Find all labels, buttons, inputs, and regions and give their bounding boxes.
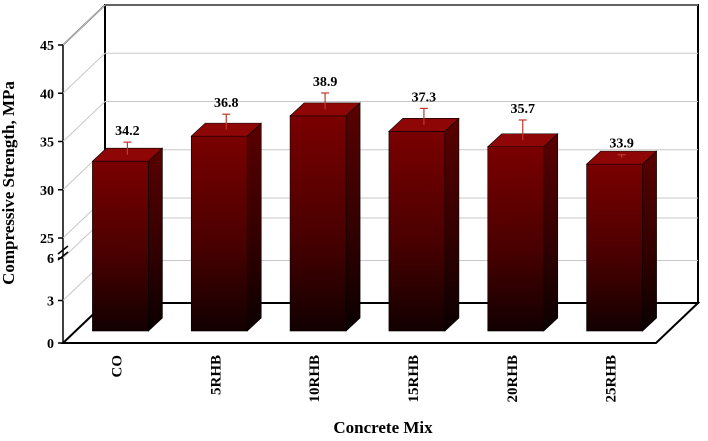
- bar-side: [444, 117, 460, 332]
- y-tick-label: 0: [47, 337, 54, 352]
- y-tick-label: 3: [47, 295, 54, 310]
- bar-15RHB: 37.3: [388, 90, 460, 332]
- gridline-side: [62, 52, 106, 94]
- data-label: 36.8: [214, 96, 239, 111]
- bar-side: [642, 150, 657, 332]
- y-tick-label: 6: [47, 252, 54, 267]
- data-label: 38.9: [313, 75, 338, 90]
- x-tick-label: 10RHB: [307, 355, 323, 403]
- bar: [289, 115, 347, 332]
- bar: [190, 135, 248, 332]
- bar-CO: 34.2: [91, 124, 164, 332]
- y-axis-title: Compressive Strength, MPa: [0, 81, 18, 285]
- y-tick-label: 30: [40, 184, 54, 199]
- bar: [487, 146, 545, 332]
- x-tick-label: 5RHB: [208, 355, 224, 395]
- bar-side: [246, 122, 262, 332]
- bar-10RHB: 38.9: [289, 75, 361, 332]
- bar-side: [345, 102, 361, 332]
- gridline-side: [62, 101, 106, 142]
- x-tick-label: 20RHB: [505, 355, 521, 403]
- x-tick-label: 15RHB: [406, 355, 422, 403]
- bar-side: [543, 133, 559, 332]
- bar: [92, 160, 149, 332]
- bar-side: [148, 147, 163, 332]
- bar-5RHB: 36.8: [190, 96, 263, 332]
- bar: [586, 163, 643, 332]
- x-axis-labels: CO 5RHB 10RHB 15RHB 20RHB 25RHB: [109, 355, 619, 403]
- y-tick-label: 40: [40, 87, 54, 102]
- x-axis-title: Concrete Mix: [333, 418, 433, 437]
- y-tick-label: 45: [40, 39, 54, 54]
- data-label: 35.7: [511, 102, 536, 117]
- y-axis-ticks: 25 30 35 40 45 0 3 6: [40, 39, 69, 352]
- data-label: 37.3: [412, 90, 437, 105]
- bar: [388, 131, 446, 332]
- gridline-side: [62, 4, 106, 46]
- axis-break-mark: [57, 245, 69, 255]
- data-label: 33.9: [609, 137, 634, 152]
- bar-25RHB: 33.9: [585, 137, 658, 332]
- y-tick-label: 25: [40, 232, 54, 247]
- x-tick-label: 25RHB: [604, 355, 620, 403]
- bars-group: 34.2 36.8 38.9 37.3 35.7 33.9: [91, 75, 658, 332]
- x-tick-label: CO: [109, 355, 125, 378]
- y-tick-label: 35: [40, 136, 54, 151]
- data-label: 34.2: [115, 124, 140, 139]
- bar-20RHB: 35.7: [486, 102, 559, 332]
